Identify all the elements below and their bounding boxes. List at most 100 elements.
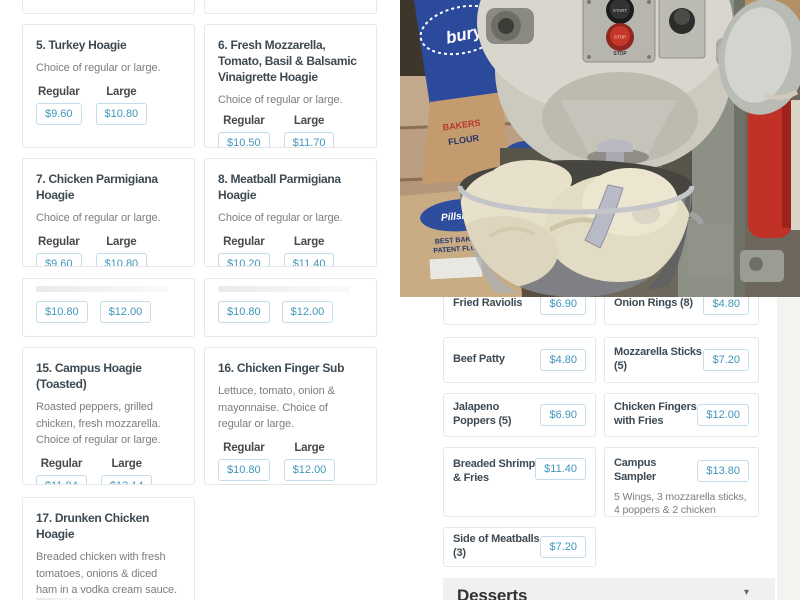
- price-button-large[interactable]: $10.80: [95, 252, 148, 266]
- price-button-regular[interactable]: $10.80: [36, 301, 88, 323]
- card-description: Choice of regular or large.: [36, 212, 161, 224]
- appetizer-card: Beef Patty $4.80: [443, 337, 596, 383]
- appetizer-card: Jalapeno Poppers (5) $6.90: [443, 393, 596, 437]
- hoagie-card: 15. Campus Hoagie (Toasted) Roasted pepp…: [22, 347, 195, 485]
- page-background-strip: [777, 297, 800, 600]
- desserts-section-header[interactable]: Desserts ▾: [443, 578, 775, 600]
- mixer-dough-photo: Pillsbury BEST BAKERS PATENT FLOUR bury …: [400, 0, 800, 297]
- start-stop-panel: START STOP STOP: [582, 0, 656, 63]
- price-button-regular[interactable]: $11.94: [36, 474, 87, 484]
- price-button-large[interactable]: $11.40: [283, 252, 335, 266]
- card-title: 8. Meatball Parmigiana Hoagie: [218, 172, 341, 202]
- hoagie-card-clipped: $10.80 $12.00: [22, 278, 195, 337]
- price-button-regular[interactable]: $10.80: [218, 458, 270, 481]
- price-options: Regular $10.80 Large $12.00: [218, 442, 363, 481]
- price-button-regular[interactable]: $10.20: [218, 252, 270, 266]
- price-button-large[interactable]: $12.00: [283, 458, 336, 481]
- size-label-regular: Regular: [223, 441, 265, 454]
- hoagie-card: 16. Chicken Finger Sub Lettuce, tomato, …: [204, 347, 377, 485]
- price-options: Regular $9.60 Large $10.80: [36, 86, 181, 125]
- price-button-regular[interactable]: $10.80: [218, 301, 270, 323]
- section-title: Desserts: [457, 586, 528, 600]
- item-name: Onion Rings (8): [614, 297, 693, 310]
- item-name: Mozzarella Sticks (5): [614, 346, 702, 372]
- price-options: Regular $10.50 Large $11.70: [218, 114, 363, 147]
- item-name: Breaded Shrimp & Fries: [453, 458, 536, 484]
- price-options: Regular $11.94 Large $13.14: [36, 457, 181, 484]
- size-label-large: Large: [293, 235, 325, 248]
- price-button-regular[interactable]: $9.60: [36, 102, 82, 125]
- card-title: 16. Chicken Finger Sub: [218, 361, 345, 375]
- size-label-regular: Regular: [38, 85, 80, 98]
- size-label-large: Large: [293, 114, 325, 127]
- card-title: 6. Fresh Mozzarella, Tomato, Basil & Bal…: [218, 38, 357, 84]
- svg-text:PATENT FLOUR: PATENT FLOUR: [433, 244, 486, 255]
- appetizer-card: Chicken Fingers with Fries $12.00: [604, 393, 759, 437]
- appetizer-card: Side of Meatballs (3) $7.20: [443, 527, 596, 567]
- hoagie-card: 17. Drunken Chicken Hoagie Breaded chick…: [22, 497, 195, 600]
- clipped-card-top-left: [22, 0, 195, 14]
- size-label-regular: Regular: [40, 457, 83, 470]
- card-description: Choice of regular or large.: [218, 212, 343, 224]
- price-button-large[interactable]: $12.00: [281, 301, 334, 323]
- clipped-title-ghost: [36, 286, 168, 292]
- card-description: Roasted peppers, grilled chicken, fresh …: [36, 401, 161, 446]
- hoagie-card: 7. Chicken Parmigiana Hoagie Choice of r…: [22, 158, 195, 267]
- price-button[interactable]: $7.20: [703, 349, 749, 371]
- size-label-large: Large: [294, 441, 325, 454]
- clipped-title-ghost: [218, 286, 350, 292]
- size-label-large: Large: [106, 235, 137, 248]
- size-label-regular: Regular: [223, 235, 265, 248]
- appetizer-card: Mozzarella Sticks (5) $7.20: [604, 337, 759, 383]
- item-name: Chicken Fingers with Fries: [614, 401, 697, 427]
- price-button-large[interactable]: $11.70: [283, 131, 335, 147]
- clipped-card-top-right: [204, 0, 377, 14]
- appetizer-card: Breaded Shrimp & Fries $11.40: [443, 447, 596, 517]
- price-button[interactable]: $4.80: [703, 293, 749, 315]
- price-button-large[interactable]: $10.80: [95, 102, 148, 125]
- price-button[interactable]: $6.90: [540, 404, 586, 426]
- price-button[interactable]: $12.00: [697, 404, 749, 426]
- clipped-label-ghost: [36, 598, 82, 600]
- card-description: Choice of regular or large.: [36, 62, 161, 74]
- svg-text:BEST BAKERS: BEST BAKERS: [435, 235, 486, 246]
- item-name: Beef Patty: [453, 353, 505, 366]
- hoagie-card: 8. Meatball Parmigiana Hoagie Choice of …: [204, 158, 377, 267]
- hoagie-card: 5. Turkey Hoagie Choice of regular or la…: [22, 24, 195, 148]
- start-button-label: START: [613, 8, 628, 13]
- card-title: 17. Drunken Chicken Hoagie: [36, 511, 150, 541]
- bowl-support: [688, 224, 784, 282]
- size-label-large: Large: [106, 85, 137, 98]
- bowl-lift-wheel: [716, 0, 800, 115]
- chevron-down-icon: ▾: [743, 587, 749, 598]
- card-title: 7. Chicken Parmigiana Hoagie: [36, 172, 158, 202]
- price-button-regular[interactable]: $10.50: [218, 131, 270, 147]
- card-description: Lettuce, tomato, onion & mayonnaise. Cho…: [218, 385, 335, 430]
- price-button[interactable]: $6.90: [540, 293, 586, 315]
- appetizer-card: Campus Sampler $13.80 5 Wings, 3 mozzare…: [604, 447, 759, 517]
- price-options: Regular $10.20 Large $11.40: [218, 235, 363, 266]
- price-button-regular[interactable]: $9.60: [36, 252, 82, 266]
- card-title: 15. Campus Hoagie (Toasted): [36, 361, 142, 391]
- stop-button-label: STOP: [614, 35, 626, 40]
- hoagie-card-clipped: $10.80 $12.00: [204, 278, 377, 337]
- card-title: 5. Turkey Hoagie: [36, 38, 127, 52]
- size-label-regular: Regular: [38, 235, 80, 248]
- price-button[interactable]: $4.80: [540, 349, 586, 371]
- card-description: Choice of regular or large.: [218, 94, 343, 106]
- item-description: 5 Wings, 3 mozzarella sticks, 4 poppers …: [614, 490, 747, 516]
- size-label-regular: Regular: [223, 114, 265, 127]
- price-button-large[interactable]: $12.00: [99, 301, 152, 323]
- price-options: Regular $9.60 Large $10.80: [36, 235, 181, 266]
- item-name: Side of Meatballs (3): [453, 533, 540, 559]
- mixer-photo-illustration: Pillsbury BEST BAKERS PATENT FLOUR bury …: [400, 0, 800, 297]
- item-name: Fried Raviolis: [453, 297, 523, 310]
- size-label-large: Large: [111, 457, 142, 470]
- price-button[interactable]: $7.20: [540, 536, 586, 558]
- price-button[interactable]: $13.80: [697, 459, 749, 482]
- card-description: Breaded chicken with fresh tomatoes, oni…: [36, 551, 177, 596]
- price-button[interactable]: $11.40: [535, 458, 586, 480]
- price-button-large[interactable]: $13.14: [100, 474, 153, 484]
- item-name: Campus Sampler: [614, 457, 657, 483]
